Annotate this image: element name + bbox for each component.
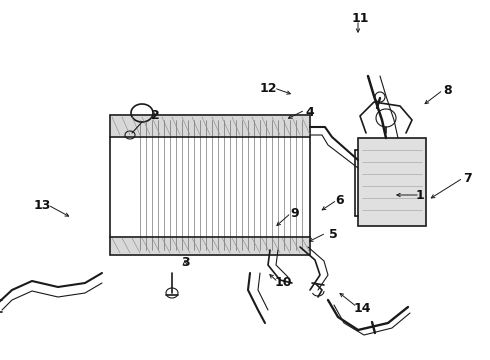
Bar	[110, 115, 310, 255]
Text: 7: 7	[464, 171, 472, 185]
Bar	[111, 238, 309, 254]
Text: 4: 4	[306, 105, 315, 118]
Text: 5: 5	[329, 229, 338, 242]
Text: 13: 13	[33, 198, 50, 212]
Bar	[358, 138, 426, 226]
Text: 11: 11	[351, 12, 369, 24]
Text: 12: 12	[259, 81, 277, 95]
Bar	[111, 116, 309, 136]
Text: 14: 14	[353, 302, 371, 315]
Text: 9: 9	[291, 207, 299, 220]
Text: 2: 2	[150, 108, 159, 122]
Text: 3: 3	[181, 256, 189, 270]
Text: 8: 8	[443, 84, 452, 96]
Text: 1: 1	[416, 189, 424, 202]
Text: 10: 10	[274, 276, 292, 289]
Text: 6: 6	[336, 194, 344, 207]
